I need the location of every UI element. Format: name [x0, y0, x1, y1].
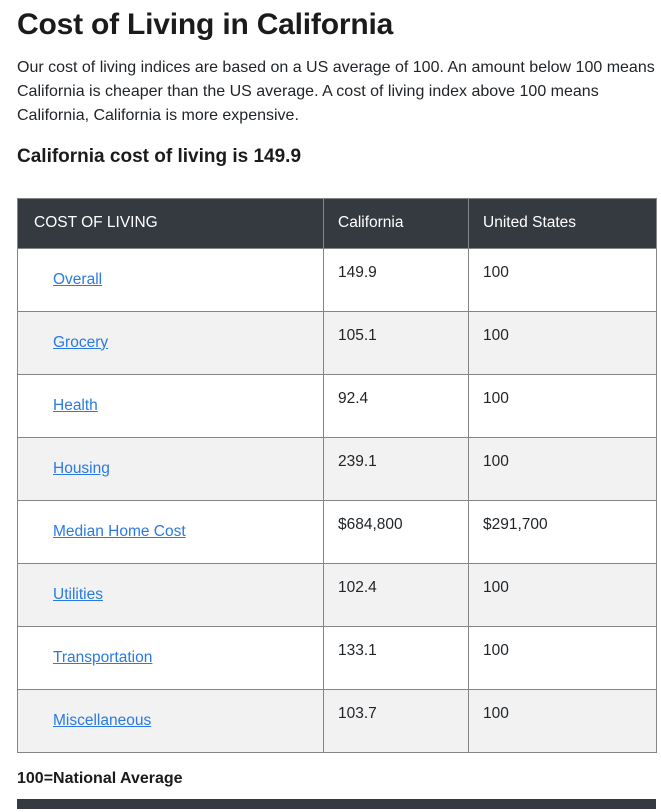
california-value: $684,800 — [323, 499, 469, 564]
us-value: 100 — [468, 625, 657, 690]
california-value: 149.9 — [323, 247, 469, 312]
category-cell: Utilities — [17, 562, 324, 627]
category-link[interactable]: Health — [53, 396, 98, 414]
california-value: 92.4 — [323, 373, 469, 438]
cost-of-living-table: COST OF LIVING California United States … — [17, 197, 657, 753]
table-row: Median Home Cost $684,800 $291,700 — [17, 499, 657, 564]
header-united-states: United States — [468, 197, 657, 249]
us-value: $291,700 — [468, 499, 657, 564]
category-link[interactable]: Miscellaneous — [53, 711, 152, 729]
category-link[interactable]: Housing — [53, 459, 110, 477]
table-row: Transportation 133.1 100 — [17, 625, 657, 690]
table-row: Miscellaneous 103.7 100 — [17, 688, 657, 753]
us-value: 100 — [468, 436, 657, 501]
category-link[interactable]: Median Home Cost — [53, 522, 186, 540]
category-cell: Transportation — [17, 625, 324, 690]
intro-text: Our cost of living indices are based on … — [17, 58, 655, 124]
national-average-footnote: 100=National Average — [17, 769, 183, 787]
header-california: California — [323, 197, 469, 249]
header-cost-of-living: COST OF LIVING — [17, 197, 324, 249]
category-cell: Health — [17, 373, 324, 438]
category-cell: Grocery — [17, 310, 324, 375]
us-value: 100 — [468, 688, 657, 753]
california-value: 102.4 — [323, 562, 469, 627]
category-link[interactable]: Utilities — [53, 585, 103, 603]
table-row: Health 92.4 100 — [17, 373, 657, 438]
table-row: Grocery 105.1 100 — [17, 310, 657, 375]
category-link[interactable]: Overall — [53, 270, 103, 288]
category-cell: Median Home Cost — [17, 499, 324, 564]
california-value: 103.7 — [323, 688, 469, 753]
category-link[interactable]: Grocery — [53, 333, 109, 351]
page-content: Cost of Living in California Our cost of… — [0, 8, 661, 809]
category-cell: Housing — [17, 436, 324, 501]
us-value: 100 — [468, 373, 657, 438]
us-value: 100 — [468, 562, 657, 627]
category-cell: Miscellaneous — [17, 688, 324, 753]
table-row: Overall 149.9 100 — [17, 247, 657, 312]
cost-of-living-subtitle: California cost of living is 149.9 — [17, 145, 302, 167]
california-value: 239.1 — [323, 436, 469, 501]
table-row: Utilities 102.4 100 — [17, 562, 657, 627]
table-row: Housing 239.1 100 — [17, 436, 657, 501]
category-link[interactable]: Transportation — [53, 648, 153, 666]
category-cell: Overall — [17, 247, 324, 312]
california-value: 105.1 — [323, 310, 469, 375]
table-header-row: COST OF LIVING California United States — [17, 197, 657, 249]
us-value: 100 — [468, 310, 657, 375]
california-value: 133.1 — [323, 625, 469, 690]
cost-table-body: Overall 149.9 100 Grocery 105.1 100 Heal… — [17, 247, 657, 753]
us-value: 100 — [468, 247, 657, 312]
page-title: Cost of Living in California — [17, 8, 394, 41]
cost-table-head: COST OF LIVING California United States — [17, 197, 657, 249]
